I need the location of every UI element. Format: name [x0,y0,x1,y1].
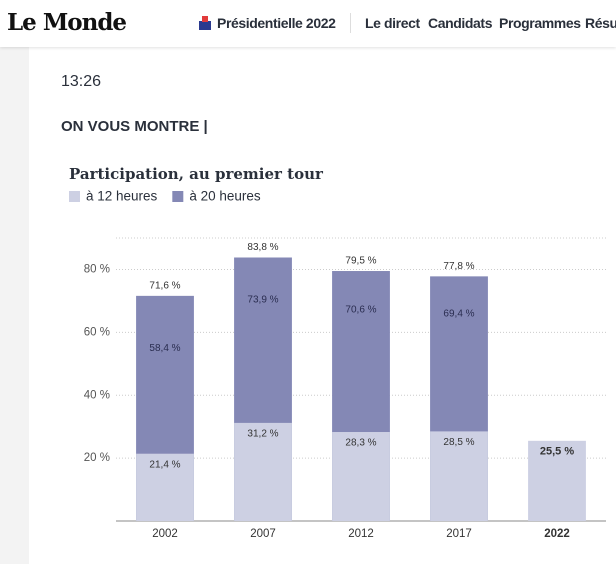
value-label: 28,5 % [443,437,474,448]
nav-link[interactable]: Candidats [428,15,493,31]
value-label: 79,5 % [345,256,376,267]
value-label: 25,5 % [540,446,574,458]
annotation: 58,4 % [149,343,180,354]
bar [430,431,488,521]
annotation: 73,9 % [247,294,278,305]
value-label: 83,8 % [247,242,278,253]
value-label: 77,8 % [443,261,474,272]
value-label: 21,4 % [149,459,180,470]
x-tick-label: 2002 [152,528,178,540]
post-time: 13:26 [61,73,102,90]
legend-swatch [69,191,80,202]
legend-label: à 12 heures [86,189,158,204]
annotation: 70,6 % [345,305,376,316]
x-tick-label: 2012 [348,528,374,540]
x-tick-label: 2007 [250,528,276,540]
y-tick-label: 80 % [84,263,110,275]
ballot-icon [199,16,211,30]
nav-link[interactable]: Programmes [499,15,581,31]
legend-label: à 20 heures [189,189,261,204]
value-label: 31,2 % [247,429,278,440]
chart-title: Participation, au premier tour [69,165,324,183]
nav-link[interactable]: Présidentielle 2022 [217,15,336,31]
y-tick-label: 20 % [84,452,110,464]
nav-link[interactable]: Le direct [365,15,420,31]
bar [136,453,194,521]
y-tick-label: 60 % [84,326,110,338]
value-label: 71,6 % [149,280,180,291]
x-tick-label: 2017 [446,528,472,540]
header: Le Monde Présidentielle 2022 Le direct C… [0,0,616,47]
value-label: 28,3 % [345,438,376,449]
bar [234,422,292,521]
logo[interactable]: Le Monde [7,9,127,36]
post-heading: ON VOUS MONTRE | [61,118,208,135]
bar [528,440,586,521]
legend-swatch [172,191,184,202]
bar [332,432,390,521]
nav-link[interactable]: Résultats [585,15,616,31]
annotation: 69,4 % [443,308,474,319]
separator [350,13,351,33]
y-tick-label: 40 % [84,389,110,401]
x-tick-label: 2022 [544,528,570,540]
content [29,47,616,564]
